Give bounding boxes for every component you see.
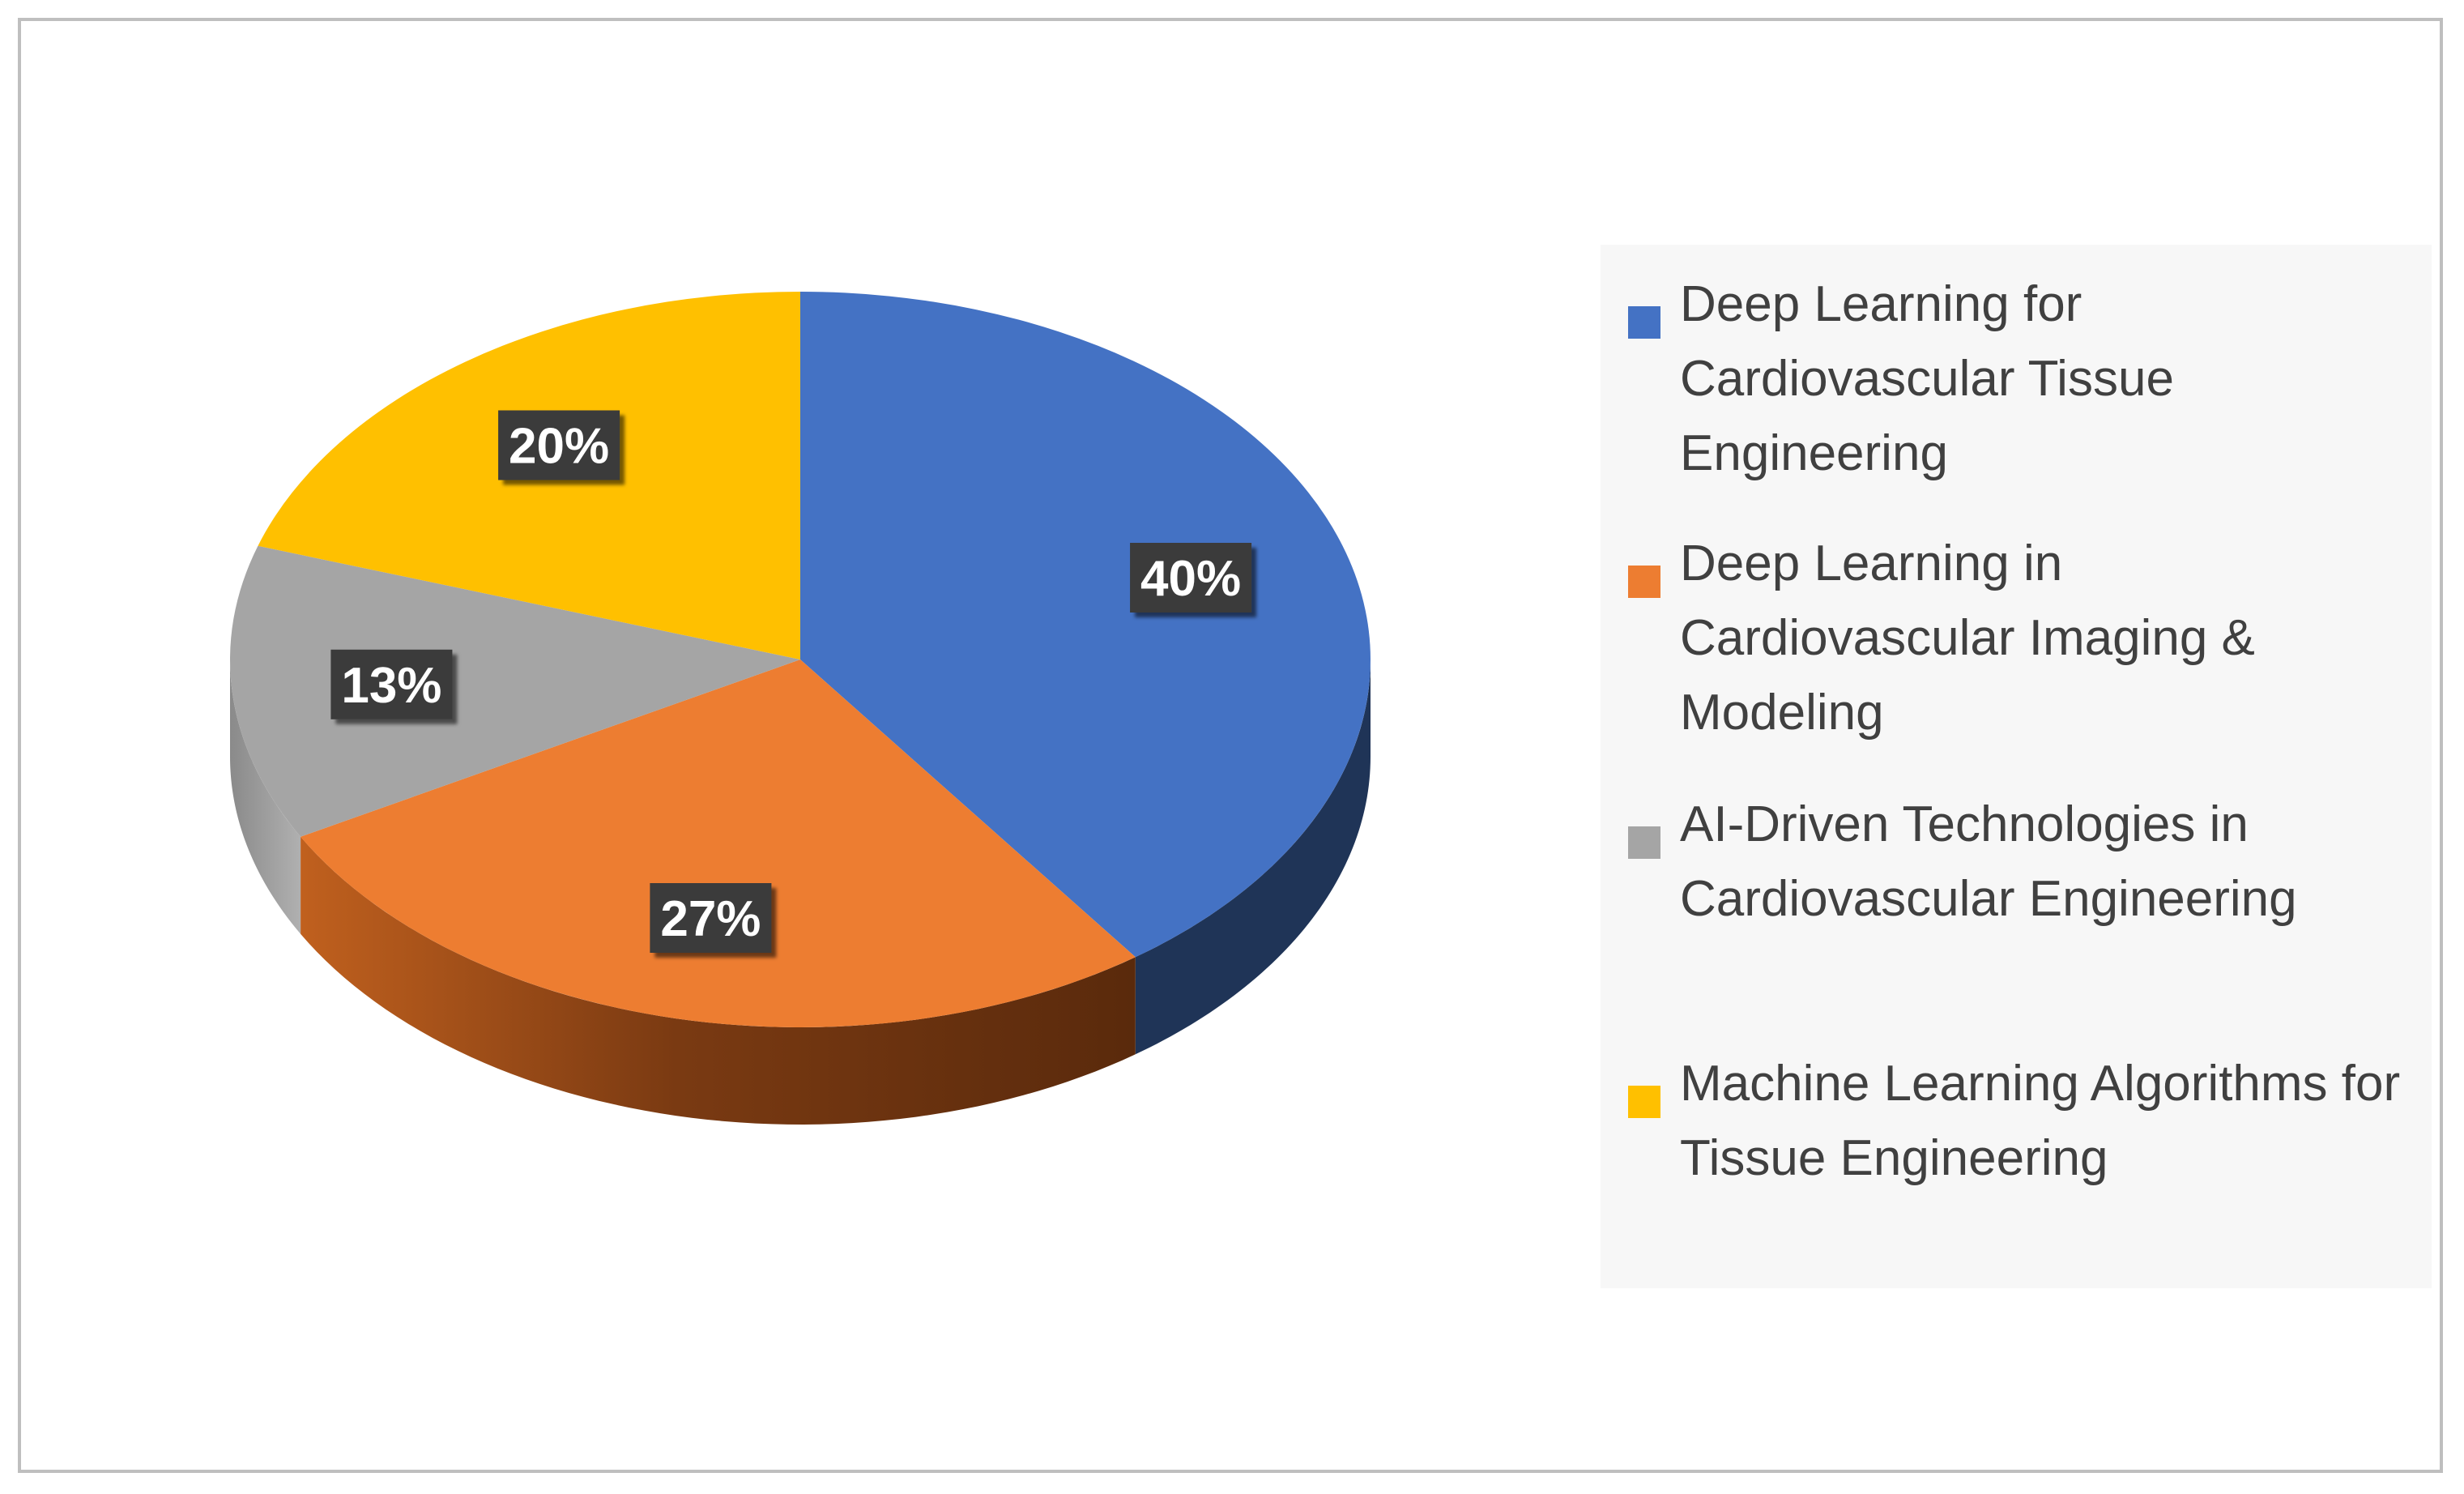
- legend-label-1: Deep Learning for Cardiovascular Tissue …: [1680, 276, 2174, 481]
- data-label-box-3: [330, 649, 453, 719]
- data-label-text-1: 40%: [1140, 551, 1241, 607]
- data-label-box-2: [650, 883, 772, 953]
- data-label-text-4: 20%: [509, 419, 609, 475]
- pie-slice-side-2: [301, 836, 1136, 1125]
- pie-slice-3: [230, 545, 800, 837]
- legend-swatch-2: [1628, 566, 1660, 598]
- data-label-3: 13%: [330, 649, 453, 719]
- data-label-text-3: 13%: [341, 658, 441, 714]
- legend-swatch-4: [1628, 1086, 1660, 1118]
- chart-frame: 40% 27% 13% 20% Deep Learning for Cardiovas…: [18, 18, 2443, 1473]
- data-label-box-1: [1130, 543, 1252, 613]
- legend-label-3: AI-Driven Technologies in Cardiovascular…: [1680, 796, 2297, 927]
- pie-slice-side-1: [1135, 659, 1371, 1055]
- pie-chart: 40% 27% 13% 20%: [230, 292, 1371, 1125]
- legend-label-2: Deep Learning in Cardiovascular Imaging …: [1680, 536, 2255, 741]
- legend-swatch-1: [1628, 306, 1660, 339]
- legend-swatch-3: [1628, 826, 1660, 859]
- pie-slice-1: [800, 292, 1371, 958]
- pie-slice-side-3: [230, 659, 301, 934]
- data-label-4: 20%: [498, 410, 620, 480]
- data-label-box-4: [498, 410, 620, 480]
- data-label-text-2: 27%: [660, 891, 761, 947]
- data-label-2: 27%: [650, 883, 772, 953]
- data-label-1: 40%: [1130, 543, 1252, 613]
- legend-label-4: Machine Learning Algorithms for Tissue E…: [1680, 1056, 2401, 1186]
- pie-slice-2: [301, 659, 1136, 1027]
- legend: Deep Learning for Cardiovascular Tissue …: [1601, 245, 2432, 1288]
